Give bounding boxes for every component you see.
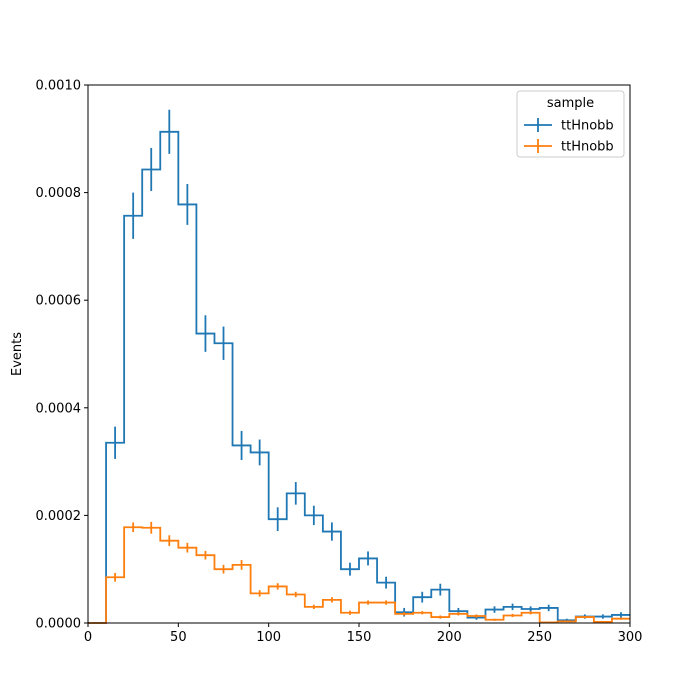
x-tick-label: 250: [527, 630, 552, 645]
series-1: [88, 109, 630, 624]
x-tick-label: 50: [170, 630, 187, 645]
legend-label: ttHnobb: [561, 140, 614, 155]
x-tick-label: 200: [437, 630, 462, 645]
x-tick-label: 300: [618, 630, 643, 645]
series-2-step-line: [88, 526, 630, 624]
series-1-step-line: [88, 130, 630, 624]
y-tick-label: 0.0004: [36, 401, 82, 416]
legend-title: sample: [547, 96, 594, 111]
y-tick-label: 0.0000: [36, 617, 82, 632]
y-axis: 0.0000 0.0002 0.0004 0.0006 0.0008 0.0010: [36, 79, 88, 632]
legend: sample ttHnobb ttHnobb: [516, 90, 625, 158]
legend-entries: ttHnobb ttHnobb: [524, 118, 614, 155]
x-tick-label: 100: [256, 630, 281, 645]
x-axis: 0 50 100 150 200 250 300: [84, 623, 643, 645]
y-tick-label: 0.0006: [36, 294, 82, 309]
x-tick-label: 150: [347, 630, 372, 645]
y-tick-label: 0.0010: [36, 79, 82, 94]
legend-box: [516, 90, 625, 158]
x-tick-label: 0: [84, 630, 92, 645]
y-tick-label: 0.0008: [36, 186, 82, 201]
legend-label: ttHnobb: [561, 119, 614, 134]
series-layer: [88, 109, 630, 624]
y-axis-title: Events: [10, 332, 25, 376]
y-tick-label: 0.0002: [36, 509, 82, 524]
series-2: [88, 521, 630, 624]
